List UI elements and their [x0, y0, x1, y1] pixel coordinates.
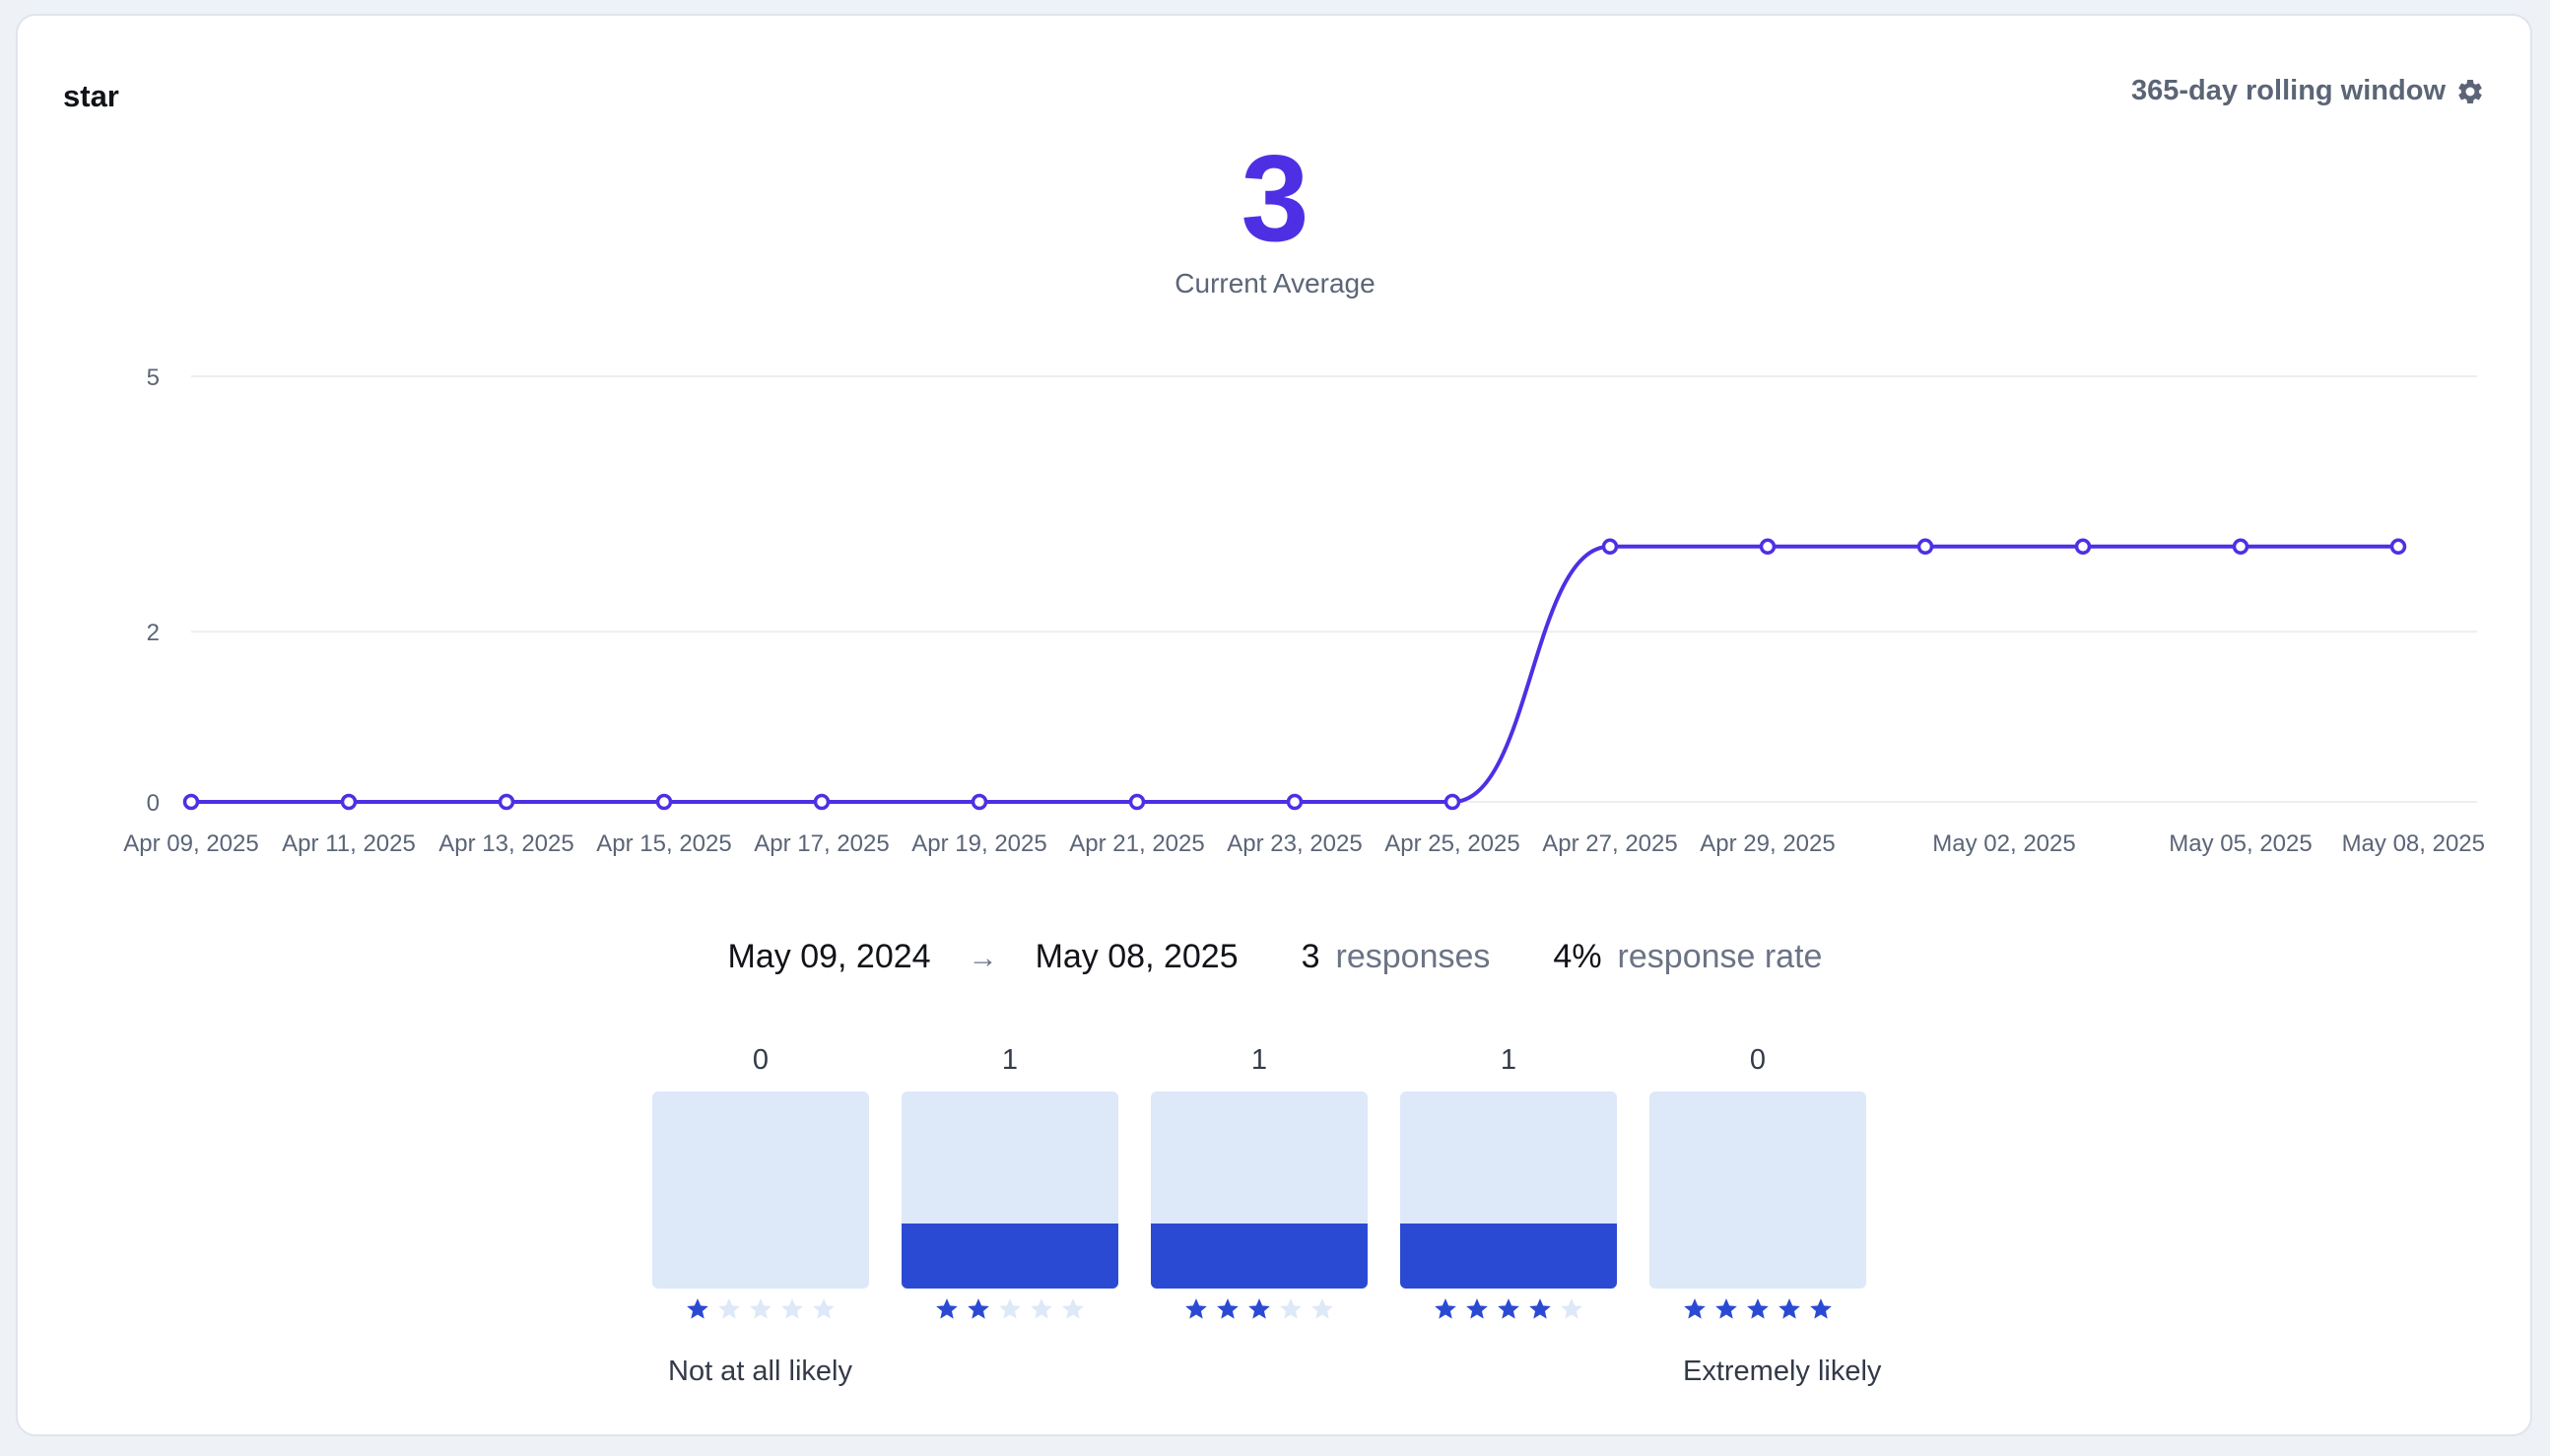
response-rate-label: response rate — [1617, 938, 1823, 975]
rating-bar-fill — [1151, 1224, 1368, 1289]
start-date: May 09, 2024 — [727, 938, 931, 975]
y-tick-label: 5 — [147, 364, 160, 391]
rating-column-4: 1 — [1400, 1044, 1617, 1326]
data-point[interactable] — [2074, 538, 2092, 556]
rating-count: 1 — [1250, 1044, 1268, 1076]
x-tick-label: Apr 29, 2025 — [1700, 830, 1835, 857]
rating-bar[interactable] — [1151, 1092, 1368, 1289]
x-tick-label: May 08, 2025 — [2342, 830, 2485, 857]
x-tick-label: Apr 23, 2025 — [1227, 830, 1362, 857]
star-filled-icon — [1217, 1298, 1239, 1319]
data-point[interactable] — [498, 793, 515, 811]
rating-column-2: 1 — [902, 1044, 1118, 1326]
star-empty-icon — [750, 1298, 772, 1319]
star-empty-icon — [1561, 1298, 1582, 1319]
current-average-value: 3 — [1241, 131, 1309, 267]
data-point[interactable] — [1443, 793, 1461, 811]
x-tick-label: Apr 19, 2025 — [911, 830, 1046, 857]
y-tick-label: 0 — [147, 790, 160, 817]
star-filled-icon — [1248, 1298, 1270, 1319]
response-rate-value: 4% — [1553, 938, 1602, 975]
rating-column-1: 0 — [652, 1044, 869, 1326]
y-tick-label: 2 — [147, 620, 160, 646]
scale-low-label: Not at all likely — [668, 1356, 852, 1387]
star-empty-icon — [1062, 1298, 1084, 1319]
data-point[interactable] — [340, 793, 358, 811]
data-point[interactable] — [813, 793, 831, 811]
rating-bar-fill — [1400, 1224, 1617, 1289]
star-empty-icon — [1311, 1298, 1333, 1319]
x-tick-label: Apr 25, 2025 — [1384, 830, 1519, 857]
summary-bar: May 09, 2024 → May 08, 2025 3 responses … — [0, 938, 2550, 976]
star-filled-icon — [1684, 1298, 1706, 1319]
star-empty-icon — [1031, 1298, 1052, 1319]
data-point[interactable] — [2232, 538, 2249, 556]
star-empty-icon — [718, 1298, 740, 1319]
rating-count: 1 — [1500, 1044, 1517, 1076]
star-rating — [902, 1296, 1118, 1326]
rolling-window-label: 365-day rolling window — [2130, 75, 2446, 106]
star-rating — [1400, 1296, 1617, 1326]
star-filled-icon — [936, 1298, 958, 1319]
star-filled-icon — [1466, 1298, 1488, 1319]
data-point[interactable] — [1916, 538, 1934, 556]
rating-count: 0 — [752, 1044, 770, 1076]
rating-column-3: 1 — [1151, 1044, 1368, 1326]
star-filled-icon — [1715, 1298, 1737, 1319]
star-filled-icon — [1185, 1298, 1207, 1319]
x-tick-label: May 02, 2025 — [1932, 830, 2075, 857]
data-point[interactable] — [1128, 793, 1146, 811]
rating-bar[interactable] — [1649, 1092, 1866, 1289]
current-average-label: Current Average — [1174, 268, 1376, 298]
data-point[interactable] — [971, 793, 988, 811]
star-rating — [652, 1296, 869, 1326]
star-rating — [1151, 1296, 1368, 1326]
rating-count: 0 — [1749, 1044, 1767, 1076]
data-point[interactable] — [1759, 538, 1777, 556]
x-tick-label: Apr 15, 2025 — [596, 830, 731, 857]
series-line — [191, 544, 2398, 804]
star-filled-icon — [1435, 1298, 1456, 1319]
card-title: star — [63, 79, 119, 113]
star-empty-icon — [1280, 1298, 1302, 1319]
star-filled-icon — [687, 1298, 708, 1319]
x-tick-label: Apr 09, 2025 — [123, 830, 258, 857]
rating-bar[interactable] — [652, 1092, 869, 1289]
average-trend-chart: 5 2 0 Apr 09, 2025 Apr 11, 2025 Apr 13, 2025 A… — [123, 364, 2485, 857]
rating-column-5: 0 — [1649, 1044, 1866, 1326]
arrow-right-icon: → — [968, 942, 998, 974]
x-tick-label: Apr 11, 2025 — [282, 830, 416, 857]
x-tick-label: Apr 21, 2025 — [1069, 830, 1204, 857]
rating-bar[interactable] — [902, 1092, 1118, 1289]
rolling-window-button[interactable]: 365-day rolling window — [2131, 75, 2485, 107]
data-point[interactable] — [182, 793, 200, 811]
star-filled-icon — [1747, 1298, 1769, 1319]
star-filled-icon — [1810, 1298, 1832, 1319]
star-empty-icon — [999, 1298, 1021, 1319]
responses-label: responses — [1335, 938, 1491, 975]
star-empty-icon — [781, 1298, 803, 1319]
x-tick-label: Apr 17, 2025 — [754, 830, 889, 857]
x-tick-label: Apr 27, 2025 — [1542, 830, 1677, 857]
rating-count: 1 — [1001, 1044, 1019, 1076]
rating-bar-fill — [902, 1224, 1118, 1289]
rating-bar[interactable] — [1400, 1092, 1617, 1289]
end-date: May 08, 2025 — [1035, 938, 1239, 975]
star-filled-icon — [968, 1298, 989, 1319]
responses-count: 3 — [1301, 938, 1320, 975]
x-tick-label: Apr 13, 2025 — [438, 830, 573, 857]
star-filled-icon — [1529, 1298, 1551, 1319]
star-empty-icon — [813, 1298, 835, 1319]
x-tick-label: May 05, 2025 — [2169, 830, 2312, 857]
star-filled-icon — [1778, 1298, 1800, 1319]
star-filled-icon — [1498, 1298, 1519, 1319]
data-point[interactable] — [1601, 538, 1619, 556]
gear-icon[interactable] — [2455, 77, 2485, 106]
data-point[interactable] — [655, 793, 673, 811]
data-point[interactable] — [1286, 793, 1304, 811]
data-point[interactable] — [2389, 538, 2407, 556]
star-rating — [1649, 1296, 1866, 1326]
scale-high-label: Extremely likely — [1683, 1356, 1882, 1387]
